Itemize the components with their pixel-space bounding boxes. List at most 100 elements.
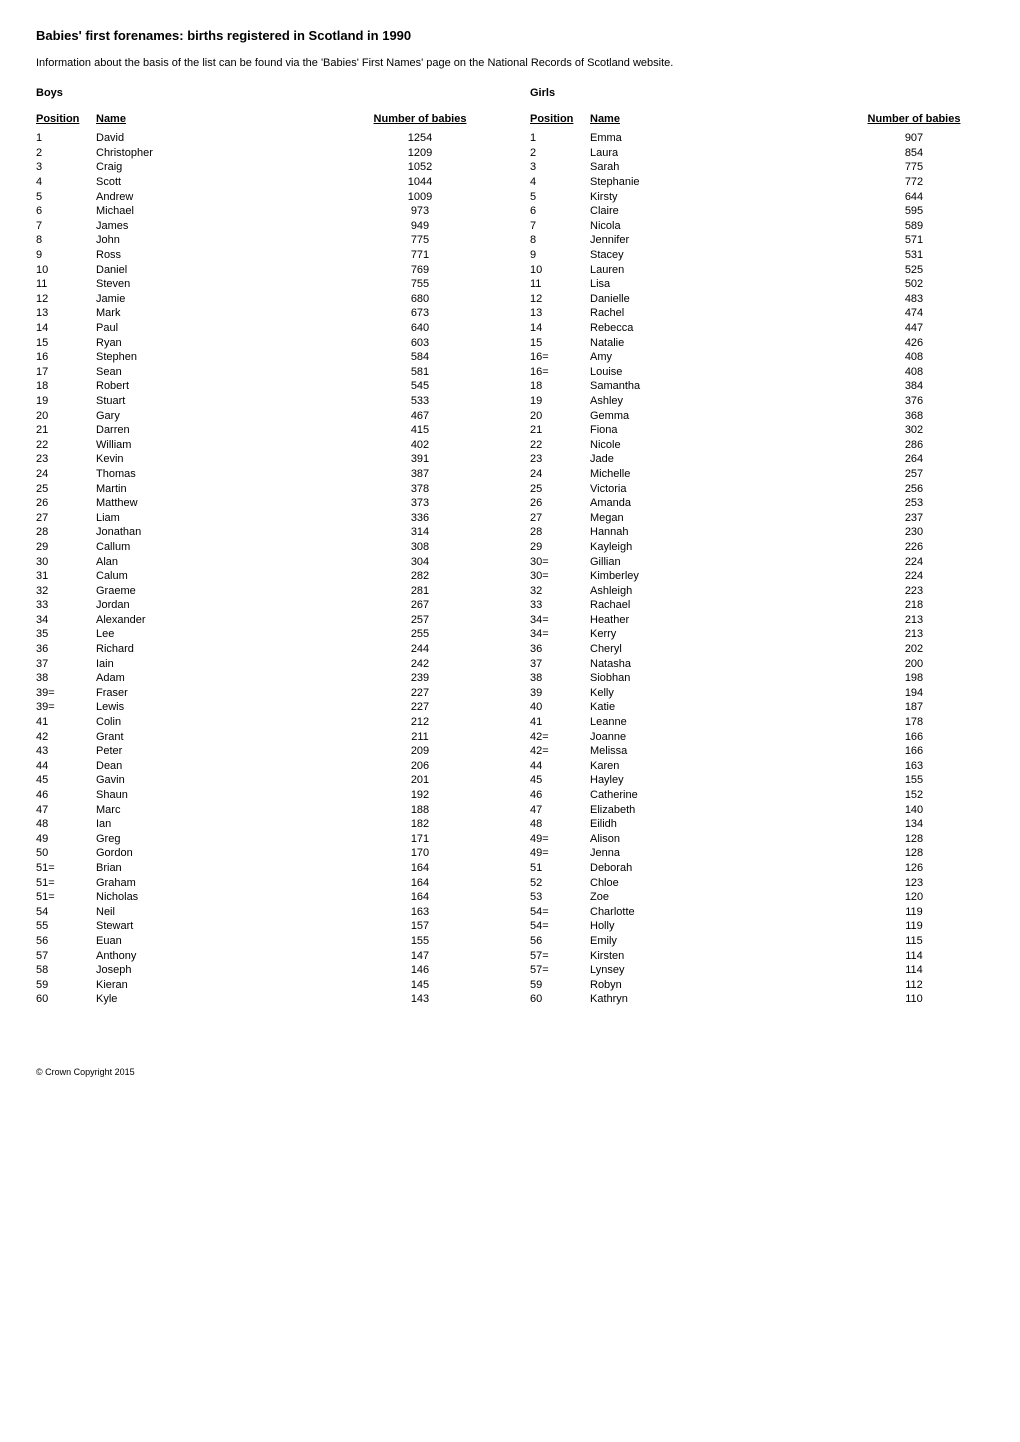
cell-name: Stephanie bbox=[590, 175, 844, 190]
cell-name: Kerry bbox=[590, 627, 844, 642]
cell-name: Cheryl bbox=[590, 642, 844, 657]
footer-copyright: © Crown Copyright 2015 bbox=[36, 1067, 984, 1077]
table-row: 45Hayley155 bbox=[530, 773, 984, 788]
cell-name: Neil bbox=[96, 904, 350, 919]
cell-position: 51= bbox=[36, 890, 96, 905]
cell-number: 123 bbox=[844, 875, 984, 890]
cell-position: 49= bbox=[530, 832, 590, 847]
table-row: 36Cheryl202 bbox=[530, 642, 984, 657]
table-row: 7James949 bbox=[36, 219, 490, 234]
cell-name: Kyle bbox=[96, 992, 350, 1007]
table-header-row: Position Name Number of babies bbox=[530, 113, 984, 131]
cell-number: 218 bbox=[844, 598, 984, 613]
table-row: 59Robyn112 bbox=[530, 977, 984, 992]
cell-number: 640 bbox=[350, 321, 490, 336]
boys-column: Boys Position Name Number of babies 1Dav… bbox=[36, 87, 490, 1007]
cell-position: 39= bbox=[36, 700, 96, 715]
table-row: 22William402 bbox=[36, 437, 490, 452]
cell-name: Louise bbox=[590, 365, 844, 380]
cell-number: 244 bbox=[350, 642, 490, 657]
cell-position: 21 bbox=[36, 423, 96, 438]
cell-name: Colin bbox=[96, 715, 350, 730]
cell-number: 128 bbox=[844, 832, 984, 847]
table-row: 44Karen163 bbox=[530, 759, 984, 774]
cell-position: 3 bbox=[530, 160, 590, 175]
table-row: 8Jennifer571 bbox=[530, 233, 984, 248]
cell-number: 201 bbox=[350, 773, 490, 788]
cell-position: 25 bbox=[530, 481, 590, 496]
table-row: 15Natalie426 bbox=[530, 335, 984, 350]
cell-position: 28 bbox=[530, 525, 590, 540]
cell-name: Joanne bbox=[590, 729, 844, 744]
cell-position: 14 bbox=[530, 321, 590, 336]
table-row: 11Steven755 bbox=[36, 277, 490, 292]
cell-name: Gillian bbox=[590, 554, 844, 569]
cell-name: Alexander bbox=[96, 613, 350, 628]
table-row: 9Stacey531 bbox=[530, 248, 984, 263]
table-row: 29Callum308 bbox=[36, 540, 490, 555]
cell-position: 56 bbox=[36, 934, 96, 949]
cell-number: 202 bbox=[844, 642, 984, 657]
table-row: 8John775 bbox=[36, 233, 490, 248]
table-row: 49=Alison128 bbox=[530, 832, 984, 847]
cell-name: Samantha bbox=[590, 379, 844, 394]
cell-name: Christopher bbox=[96, 146, 350, 161]
table-row: 26Amanda253 bbox=[530, 496, 984, 511]
cell-position: 2 bbox=[530, 146, 590, 161]
table-row: 6Claire595 bbox=[530, 204, 984, 219]
cell-name: Nicole bbox=[590, 437, 844, 452]
cell-number: 211 bbox=[350, 729, 490, 744]
cell-number: 775 bbox=[350, 233, 490, 248]
cell-name: Kevin bbox=[96, 452, 350, 467]
table-row: 45Gavin201 bbox=[36, 773, 490, 788]
cell-number: 213 bbox=[844, 627, 984, 642]
table-row: 16Stephen584 bbox=[36, 350, 490, 365]
cell-position: 14 bbox=[36, 321, 96, 336]
table-row: 43Peter209 bbox=[36, 744, 490, 759]
table-row: 51Deborah126 bbox=[530, 861, 984, 876]
cell-position: 20 bbox=[530, 408, 590, 423]
table-row: 32Graeme281 bbox=[36, 583, 490, 598]
cell-name: Emma bbox=[590, 131, 844, 146]
table-row: 58Joseph146 bbox=[36, 963, 490, 978]
cell-number: 595 bbox=[844, 204, 984, 219]
cell-number: 171 bbox=[350, 832, 490, 847]
cell-position: 16= bbox=[530, 350, 590, 365]
cell-name: Thomas bbox=[96, 467, 350, 482]
cell-number: 368 bbox=[844, 408, 984, 423]
cell-name: Gordon bbox=[96, 846, 350, 861]
cell-name: Scott bbox=[96, 175, 350, 190]
cell-name: Laura bbox=[590, 146, 844, 161]
cell-name: Jade bbox=[590, 452, 844, 467]
cell-position: 37 bbox=[36, 656, 96, 671]
table-row: 2Christopher1209 bbox=[36, 146, 490, 161]
cell-name: Jenna bbox=[590, 846, 844, 861]
table-row: 5Andrew1009 bbox=[36, 189, 490, 204]
cell-number: 128 bbox=[844, 846, 984, 861]
table-row: 33Jordan267 bbox=[36, 598, 490, 613]
cell-number: 114 bbox=[844, 963, 984, 978]
cell-number: 166 bbox=[844, 729, 984, 744]
table-row: 10Lauren525 bbox=[530, 262, 984, 277]
cell-number: 120 bbox=[844, 890, 984, 905]
table-row: 13Mark673 bbox=[36, 306, 490, 321]
cell-name: Stephen bbox=[96, 350, 350, 365]
table-row: 21Darren415 bbox=[36, 423, 490, 438]
cell-name: Claire bbox=[590, 204, 844, 219]
cell-name: Daniel bbox=[96, 262, 350, 277]
header-number: Number of babies bbox=[350, 113, 490, 131]
cell-position: 27 bbox=[36, 510, 96, 525]
cell-number: 581 bbox=[350, 365, 490, 380]
cell-number: 178 bbox=[844, 715, 984, 730]
cell-name: Dean bbox=[96, 759, 350, 774]
table-row: 23Jade264 bbox=[530, 452, 984, 467]
table-row: 25Martin378 bbox=[36, 481, 490, 496]
cell-number: 164 bbox=[350, 861, 490, 876]
cell-name: Gemma bbox=[590, 408, 844, 423]
table-row: 11Lisa502 bbox=[530, 277, 984, 292]
cell-position: 49 bbox=[36, 832, 96, 847]
cell-position: 55 bbox=[36, 919, 96, 934]
table-row: 3Craig1052 bbox=[36, 160, 490, 175]
cell-number: 304 bbox=[350, 554, 490, 569]
cell-position: 54= bbox=[530, 904, 590, 919]
